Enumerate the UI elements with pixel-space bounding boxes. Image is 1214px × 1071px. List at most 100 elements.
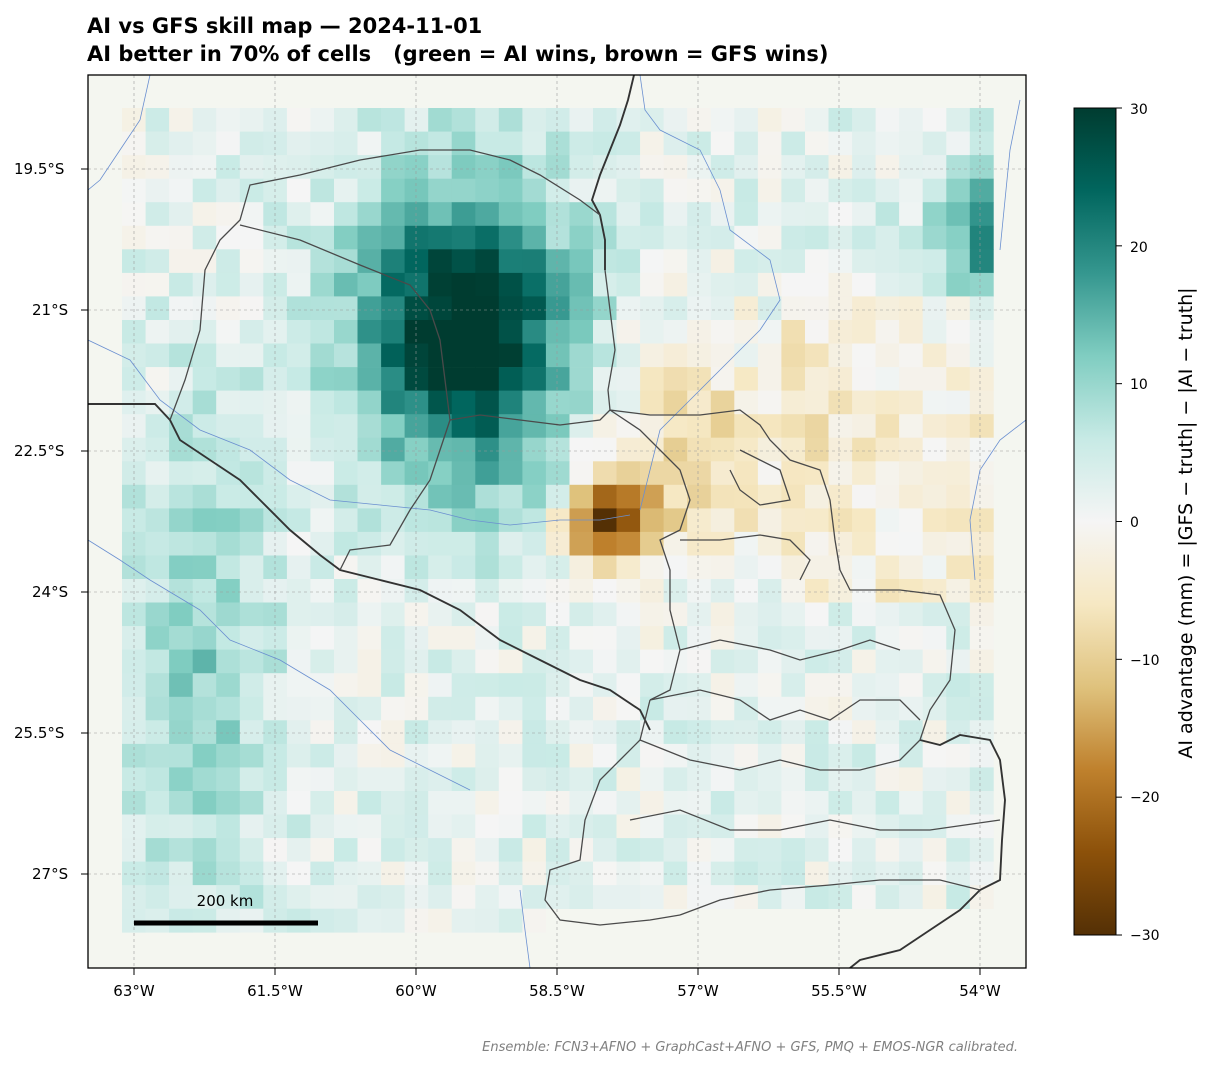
grid-cell — [334, 649, 358, 674]
grid-cell — [805, 320, 829, 344]
grid-cell — [663, 885, 688, 909]
grid-cell — [334, 696, 358, 721]
grid-cell — [334, 484, 358, 509]
grid-cell — [286, 108, 311, 132]
grid-cell — [428, 791, 453, 815]
grid-cell — [640, 272, 664, 297]
grid-cell — [805, 626, 829, 650]
grid-cell — [404, 225, 429, 250]
grid-cell — [640, 649, 664, 674]
grid-cell — [946, 508, 971, 533]
grid-cell — [663, 838, 688, 862]
grid-cell — [192, 531, 217, 556]
grid-cell — [522, 296, 547, 321]
grid-cell — [357, 272, 382, 297]
grid-cell — [122, 343, 146, 368]
grid-cell — [875, 108, 900, 132]
grid-cell — [899, 673, 923, 698]
grid-cell — [569, 555, 594, 580]
grid-cell — [852, 484, 876, 509]
grid-cell — [498, 861, 523, 886]
colorbar-tick-label: −10 — [1130, 653, 1160, 669]
grid-cell — [663, 320, 688, 344]
grid-cell — [310, 343, 335, 368]
grid-cell — [640, 155, 664, 179]
grid-cell — [757, 343, 782, 368]
grid-cell — [286, 602, 311, 627]
grid-cell — [239, 885, 264, 909]
grid-cell — [781, 508, 806, 533]
grid-cell — [192, 484, 217, 509]
grid-cell — [875, 720, 900, 745]
grid-cell — [145, 272, 170, 297]
grid-cell — [334, 178, 358, 203]
grid-cell — [404, 272, 429, 297]
grid-cell — [475, 249, 500, 274]
grid-cell — [781, 272, 806, 297]
grid-cell — [451, 461, 476, 486]
grid-cell — [593, 390, 617, 415]
grid-cell — [334, 743, 358, 768]
grid-cell — [475, 555, 500, 580]
x-tick-label: 60°W — [395, 982, 437, 1000]
grid-cell — [875, 649, 900, 674]
grid-cell — [781, 320, 806, 344]
grid-cell — [334, 343, 358, 368]
grid-cell — [475, 343, 500, 368]
grid-cell — [805, 767, 829, 792]
grid-cell — [451, 626, 476, 650]
grid-cell — [922, 743, 947, 768]
grid-cell — [593, 461, 617, 486]
grid-cell — [451, 791, 476, 815]
grid-cell — [145, 484, 170, 509]
grid-cell — [381, 508, 405, 533]
grid-cell — [310, 461, 335, 486]
grid-cell — [545, 673, 570, 698]
grid-cell — [946, 343, 971, 368]
grid-cell — [805, 225, 829, 250]
grid-cell — [663, 461, 688, 486]
grid-cell — [922, 602, 947, 627]
grid-cell — [381, 885, 405, 909]
grid-cell — [687, 696, 712, 721]
grid-cell — [852, 390, 876, 415]
state-borders — [169, 149, 1001, 926]
grid-cell — [757, 720, 782, 745]
grid-cell — [828, 202, 853, 227]
grid-cell — [687, 838, 712, 862]
grid-cell — [710, 249, 735, 274]
grid-cell — [710, 414, 735, 439]
colorbar-label: AI advantage (mm) = |GFS − truth| − |AI … — [1175, 287, 1197, 759]
grid-cell — [498, 508, 523, 533]
grid-cell — [616, 320, 641, 344]
grid-cell — [616, 249, 641, 274]
grid-cell — [616, 131, 641, 156]
grid-cell — [687, 885, 712, 909]
grid-cell — [734, 108, 759, 132]
grid-cell — [616, 461, 641, 486]
grid-cell — [522, 814, 547, 839]
grid-cell — [286, 178, 311, 203]
grid-cell — [263, 320, 288, 344]
grid-cell — [239, 296, 264, 321]
grid-cell — [522, 531, 547, 556]
grid-cell — [334, 673, 358, 698]
grid-cell — [875, 249, 900, 274]
grid-cell — [899, 108, 923, 132]
grid-cell — [192, 838, 217, 862]
grid-cell — [498, 696, 523, 721]
grid-cell — [593, 343, 617, 368]
grid-cell — [946, 202, 971, 227]
grid-cell — [498, 838, 523, 862]
grid-cell — [710, 626, 735, 650]
grid-cell — [781, 673, 806, 698]
grid-cell — [286, 414, 311, 439]
grid-cell — [334, 720, 358, 745]
grid-cell — [216, 484, 241, 509]
grid-cell — [428, 696, 453, 721]
grid-cell — [263, 626, 288, 650]
grid-cell — [286, 531, 311, 556]
grid-cell — [216, 343, 241, 368]
grid-cell — [781, 743, 806, 768]
grid-cell — [286, 885, 311, 909]
